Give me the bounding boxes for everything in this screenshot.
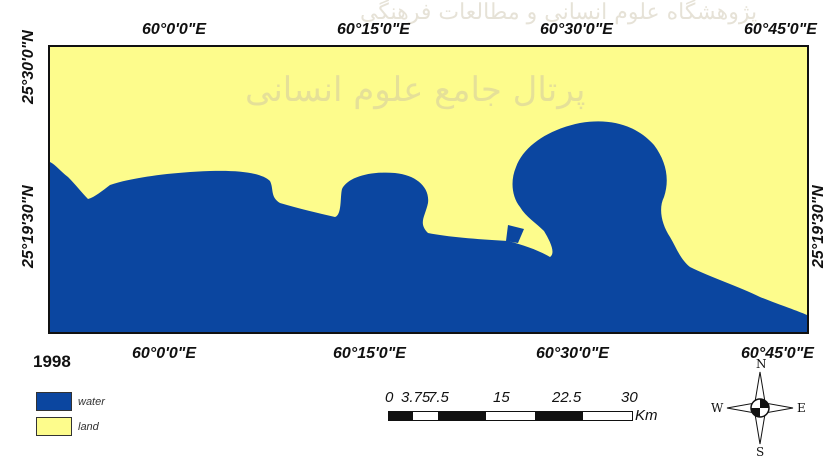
compass: N S W E: [705, 357, 806, 459]
bottom-label-4: 60°45'0"E: [741, 345, 814, 362]
compass-w: W: [711, 401, 724, 415]
right-label-1: 25°19'30"N: [810, 185, 827, 268]
left-label-2: 25°19'30"N: [20, 185, 37, 268]
legend: water land: [36, 392, 105, 436]
legend-item-water: water: [36, 392, 105, 411]
legend-item-land: land: [36, 417, 105, 436]
map-frame: [48, 45, 809, 334]
bottom-label-1: 60°0'0"E: [132, 345, 197, 362]
top-label-3: 60°30'0"E: [540, 21, 613, 38]
compass-n: N: [756, 357, 767, 371]
top-label-2: 60°15'0"E: [337, 21, 410, 38]
watermark: پرتال جامع علوم انسانی: [245, 70, 586, 110]
compass-e: E: [797, 401, 806, 415]
legend-label-water: water: [78, 395, 105, 408]
scale-tick-5: 30: [621, 389, 638, 406]
compass-s: S: [756, 445, 765, 459]
top-label-1: 60°0'0"E: [142, 21, 207, 38]
bottom-label-2: 60°15'0"E: [333, 345, 406, 362]
scale-tick-2: 7.5: [428, 389, 449, 406]
bottom-label-3: 60°30'0"E: [536, 345, 609, 362]
scale-bar: 0 3.75 7.5 15 22.5 30 Km: [385, 389, 675, 429]
left-label-1: 25°30'0"N: [20, 30, 37, 104]
water-area: [50, 121, 807, 332]
scale-unit: Km: [635, 407, 658, 424]
watermark-top: پژوهشگاه علوم انسانی و مطالعات فرهنگی: [360, 0, 758, 25]
scale-bar-segments: [388, 411, 633, 421]
scale-tick-4: 22.5: [552, 389, 582, 406]
compass-rose-icon: [726, 371, 794, 445]
legend-swatch-land: [36, 417, 72, 436]
year-label: 1998: [33, 352, 71, 371]
scale-tick-1: 3.75: [401, 389, 431, 406]
legend-label-land: land: [78, 420, 99, 433]
top-label-4: 60°45'0"E: [744, 21, 817, 38]
scale-tick-3: 15: [493, 389, 510, 406]
water-inlet: [506, 225, 524, 243]
legend-swatch-water: [36, 392, 72, 411]
scale-tick-0: 0: [385, 389, 394, 406]
map-canvas: [50, 47, 807, 332]
